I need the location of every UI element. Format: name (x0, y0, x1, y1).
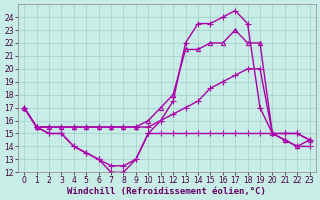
X-axis label: Windchill (Refroidissement éolien,°C): Windchill (Refroidissement éolien,°C) (68, 187, 266, 196)
